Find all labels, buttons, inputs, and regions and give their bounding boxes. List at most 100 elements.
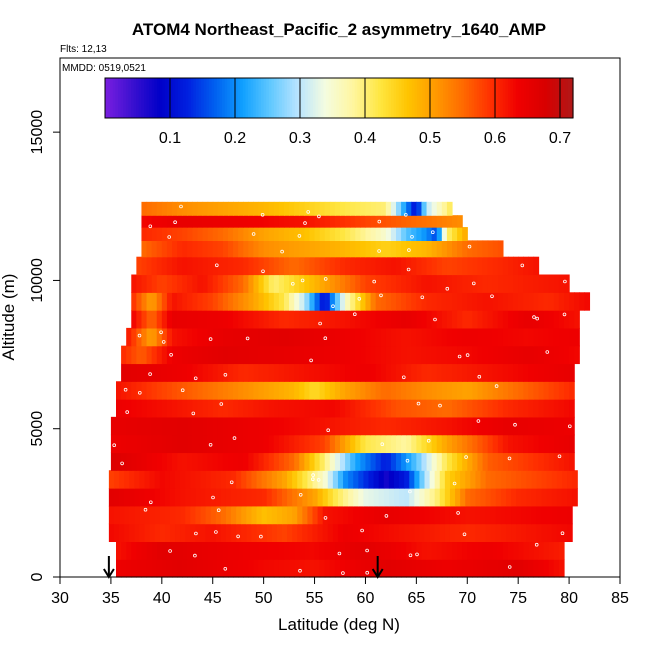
heatmap-cell <box>131 345 137 365</box>
observation-dot <box>477 374 482 379</box>
heatmap-cell <box>497 327 504 347</box>
heatmap-cell <box>482 363 489 382</box>
heatmap-cell <box>253 292 260 311</box>
heatmap-cell <box>164 505 171 525</box>
heatmap-cell <box>284 310 290 329</box>
heatmap-cell <box>217 452 224 471</box>
heatmap-cell <box>202 256 209 276</box>
heatmap-cell <box>217 292 224 311</box>
heatmap-cell <box>416 452 423 471</box>
heatmap-cell <box>567 523 573 543</box>
heatmap-cell <box>233 399 239 418</box>
heatmap-cell <box>136 345 143 365</box>
heatmap-cell <box>124 488 130 507</box>
colorbar-segment <box>479 78 483 118</box>
heatmap-cell <box>161 381 168 400</box>
heatmap-cell <box>441 399 448 418</box>
observation-dot <box>380 442 385 447</box>
heatmap-cell <box>548 381 555 400</box>
observation-dot <box>159 330 163 335</box>
heatmap-cell <box>334 327 341 347</box>
heatmap-cell <box>569 434 575 454</box>
heatmap-cell <box>334 310 341 329</box>
heatmap-cell <box>495 488 502 507</box>
heatmap-cell <box>421 541 428 560</box>
heatmap-cell <box>365 310 372 329</box>
heatmap-cell <box>472 559 479 578</box>
heatmap-cell <box>222 541 229 560</box>
heatmap-cell <box>238 215 244 228</box>
heatmap-cell <box>309 310 316 329</box>
heatmap-cell <box>228 256 234 276</box>
heatmap-cell <box>263 327 270 347</box>
heatmap-cell <box>350 434 356 454</box>
heatmap-cell <box>139 470 146 489</box>
heatmap-cell <box>172 363 178 382</box>
heatmap-cell <box>558 452 565 471</box>
heatmap-cell <box>212 541 219 560</box>
colorbar-segment <box>162 78 166 118</box>
heatmap-cell <box>556 470 563 489</box>
heatmap-cell <box>541 505 548 525</box>
heatmap-cell <box>350 292 356 311</box>
heatmap-cell <box>307 470 314 489</box>
observation-dot <box>457 354 462 359</box>
heatmap-cell <box>180 523 186 543</box>
heatmap-cell <box>294 274 300 293</box>
colorbar-segment <box>430 78 434 118</box>
heatmap-cell <box>304 363 311 382</box>
observation-dot <box>303 221 307 225</box>
observation-dot <box>323 336 328 341</box>
heatmap-cell <box>319 559 326 578</box>
heatmap-cell <box>263 240 270 258</box>
heatmap-cell <box>467 416 473 436</box>
heatmap-cell <box>365 434 372 454</box>
observation-dot <box>426 438 431 443</box>
heatmap-cell <box>319 240 326 258</box>
heatmap-cell <box>268 215 275 228</box>
heatmap-cell <box>452 310 458 329</box>
heatmap-cell <box>360 381 367 400</box>
heatmap-cell <box>187 327 193 347</box>
heatmap-cell <box>355 345 361 365</box>
heatmap-cell <box>108 523 115 543</box>
heatmap-cell <box>406 541 412 560</box>
heatmap-cell <box>368 505 375 525</box>
heatmap-cell <box>518 274 524 293</box>
heatmap-cell <box>446 310 453 329</box>
heatmap-cell <box>538 434 545 454</box>
heatmap-cell <box>248 434 255 454</box>
heatmap-cell <box>446 292 453 311</box>
heatmap-cell <box>243 310 249 329</box>
colorbar-segment <box>471 78 475 118</box>
heatmap-cell <box>553 345 560 365</box>
heatmap-cell <box>268 452 275 471</box>
heatmap-cell <box>426 363 433 382</box>
heatmap-cell <box>523 327 529 347</box>
heatmap-cell <box>207 434 214 454</box>
heatmap-cell <box>553 399 560 418</box>
heatmap-cell <box>441 416 448 436</box>
heatmap-cell <box>528 434 535 454</box>
heatmap-cell <box>175 470 181 489</box>
heatmap-cell <box>401 559 407 578</box>
heatmap-cell <box>457 292 463 311</box>
heatmap-cell <box>222 227 229 241</box>
heatmap-cell <box>253 227 260 241</box>
heatmap-cell <box>312 488 319 507</box>
colorbar-segment <box>115 78 119 118</box>
heatmap-cell <box>373 523 380 543</box>
heatmap-cell <box>166 327 173 347</box>
heatmap-cell <box>177 256 183 276</box>
heatmap-cell <box>452 416 458 436</box>
heatmap-cell <box>497 240 504 258</box>
colorbar-segment <box>305 78 309 118</box>
heatmap-cell <box>289 327 295 347</box>
heatmap-cell <box>383 523 390 543</box>
heatmap-cell <box>495 523 502 543</box>
heatmap-cell <box>299 227 305 241</box>
heatmap-cell <box>222 363 229 382</box>
heatmap-cell <box>202 363 209 382</box>
heatmap-cell <box>228 215 234 228</box>
heatmap-cell <box>243 416 249 436</box>
